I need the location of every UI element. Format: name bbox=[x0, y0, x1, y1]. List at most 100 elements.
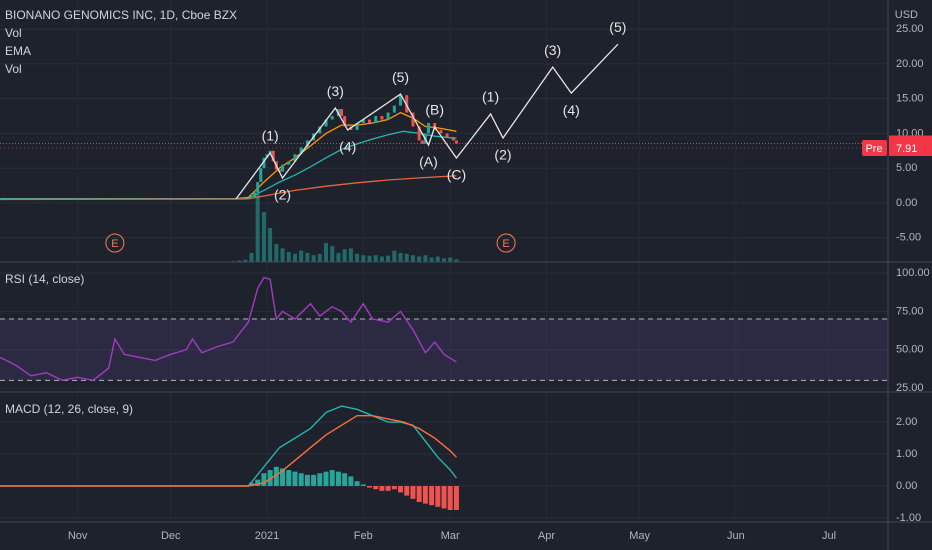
volume-bar bbox=[317, 253, 322, 262]
macd-histogram-bar bbox=[404, 486, 410, 496]
macd-histogram-bar bbox=[366, 486, 372, 488]
wave-label: (2) bbox=[494, 147, 511, 163]
wave-label: (A) bbox=[419, 154, 438, 170]
macd-histogram-bar bbox=[416, 486, 422, 503]
y-tick-label: 50.00 bbox=[896, 344, 924, 356]
candle bbox=[76, 199, 80, 201]
candle bbox=[253, 192, 257, 199]
symbol-title: BIONANO GENOMICS INC, 1D, Cboe BZX bbox=[5, 8, 237, 22]
x-tick-label: Nov bbox=[68, 530, 88, 542]
macd-histogram-bar bbox=[267, 470, 273, 487]
y-tick-label: -5.00 bbox=[896, 232, 921, 244]
wave-label: (C) bbox=[447, 167, 466, 183]
candle bbox=[340, 109, 344, 117]
premarket-value: 7.91 bbox=[896, 143, 917, 155]
candle bbox=[0, 199, 2, 201]
x-tick-label: May bbox=[629, 530, 650, 542]
y-tick-label: 25.00 bbox=[896, 23, 924, 35]
macd-histogram-bar bbox=[379, 486, 385, 491]
x-tick-label: Apr bbox=[538, 530, 555, 542]
macd-histogram-bar bbox=[292, 471, 298, 487]
x-tick-label: 2021 bbox=[255, 530, 279, 542]
rsi-title: RSI (14, close) bbox=[5, 272, 84, 286]
wave-label: (1) bbox=[262, 128, 279, 144]
indicator-label: Vol bbox=[5, 26, 22, 40]
earnings-marker bbox=[496, 233, 516, 253]
macd-histogram-bar bbox=[422, 486, 428, 504]
x-tick-label: Dec bbox=[161, 530, 181, 542]
volume-bar bbox=[342, 249, 347, 262]
volume-bar bbox=[410, 255, 415, 262]
candle bbox=[231, 198, 235, 200]
volume-bar bbox=[249, 252, 254, 262]
wave-label: (1) bbox=[482, 89, 499, 105]
candle bbox=[439, 129, 443, 134]
candle bbox=[343, 116, 347, 127]
candle bbox=[426, 123, 430, 134]
candle bbox=[367, 119, 371, 124]
premarket-tag bbox=[862, 139, 887, 156]
macd-histogram-bar bbox=[329, 470, 335, 487]
y-tick-label: 0.00 bbox=[896, 480, 917, 492]
macd-histogram-bar bbox=[304, 474, 310, 487]
macd-histogram-bar bbox=[255, 479, 261, 487]
volume-bar bbox=[286, 252, 291, 262]
y-tick-label: 2.00 bbox=[896, 416, 917, 428]
candle bbox=[246, 198, 250, 200]
rsi-band bbox=[0, 319, 888, 381]
ema-line bbox=[0, 175, 457, 201]
candle bbox=[281, 164, 285, 172]
volume-bar bbox=[280, 248, 285, 262]
x-tick-label: Jul bbox=[822, 530, 836, 542]
candle bbox=[293, 154, 297, 162]
volume-bar bbox=[336, 252, 341, 262]
volume-bar bbox=[361, 255, 366, 262]
y-tick-label: 75.00 bbox=[896, 305, 924, 317]
marks-layer: (1) (2) (3) (4) (5) (A) (B) (C) (1) (2) (3) (4) (5) E… bbox=[0, 19, 888, 511]
volume-bar bbox=[398, 252, 403, 262]
macd-histogram-bar bbox=[286, 470, 292, 487]
candle bbox=[445, 133, 449, 137]
y-tick-label: 1.00 bbox=[896, 448, 917, 460]
volume-bar bbox=[423, 255, 428, 262]
volume-bar bbox=[311, 255, 316, 262]
volume-bar bbox=[274, 243, 279, 262]
y-tick-label: -1.00 bbox=[896, 512, 921, 524]
ema-line bbox=[0, 130, 457, 200]
macd-histogram-bar bbox=[391, 486, 397, 490]
candle bbox=[420, 140, 424, 144]
y-tick-label: 20.00 bbox=[896, 58, 924, 70]
candle bbox=[411, 112, 415, 127]
candle bbox=[451, 136, 455, 141]
macd-histogram-bar bbox=[323, 471, 329, 487]
earnings-label: E bbox=[502, 238, 509, 250]
candle bbox=[305, 140, 309, 148]
candle bbox=[454, 140, 458, 144]
macd-histogram-bar bbox=[261, 473, 267, 487]
volume-bar bbox=[379, 256, 384, 262]
wave-label: (3) bbox=[327, 83, 344, 99]
wave-label: (5) bbox=[609, 19, 626, 35]
volume-bar bbox=[367, 255, 372, 262]
candle bbox=[262, 157, 266, 169]
volume-bar bbox=[454, 259, 459, 262]
candle bbox=[399, 95, 403, 106]
macd-histogram-bar bbox=[335, 471, 341, 487]
macd-line bbox=[0, 415, 457, 487]
volume-bar bbox=[355, 253, 360, 262]
x-tick-label: Mar bbox=[441, 530, 460, 542]
candle bbox=[374, 116, 378, 124]
y-tick-label: 0.00 bbox=[896, 197, 917, 209]
candle bbox=[287, 161, 291, 165]
macd-histogram-bar bbox=[398, 486, 404, 493]
wave-label: (4) bbox=[563, 102, 580, 118]
elliott-wave-line bbox=[235, 43, 619, 200]
volume-bar bbox=[417, 256, 422, 262]
volume-bar bbox=[305, 252, 310, 262]
macd-histogram-bar bbox=[373, 486, 379, 490]
volume-bar bbox=[299, 250, 304, 262]
y-tick-label: 5.00 bbox=[896, 162, 917, 174]
volume-bar bbox=[435, 256, 440, 262]
macd-histogram-bar bbox=[435, 486, 441, 507]
